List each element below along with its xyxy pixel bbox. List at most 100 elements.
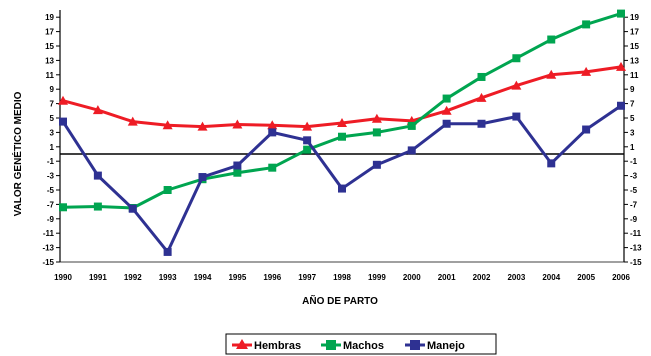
data-point [511, 80, 522, 90]
y-tick-label-left: -1 [47, 157, 55, 166]
y-tick-label-left: -7 [47, 200, 55, 209]
y-tick-label-right: -7 [630, 200, 638, 209]
x-tick-label: 1991 [89, 273, 107, 282]
y-tick-label-left: 9 [50, 85, 55, 94]
series-layer [58, 9, 626, 256]
y-tick-label-left: -5 [47, 186, 55, 195]
x-tick-label: 1993 [159, 273, 177, 282]
series-line [61, 104, 622, 254]
series-manejo [59, 101, 625, 256]
legend-box [225, 333, 497, 355]
data-point [127, 116, 138, 126]
y-tick-label-left: 17 [45, 28, 54, 37]
y-tick-label-right: 19 [630, 13, 639, 22]
x-tick-label: 1996 [263, 273, 281, 282]
data-point [476, 92, 487, 102]
y-tick-label-right: 1 [630, 143, 635, 152]
data-point [303, 145, 312, 154]
data-point [93, 202, 102, 211]
data-point [442, 119, 451, 128]
y-tick-label-left: -15 [42, 258, 54, 267]
x-tick-label: 1995 [228, 273, 246, 282]
legend-item-machos: Machos [321, 340, 384, 352]
y-tick-label-left: -11 [43, 229, 55, 238]
y-tick-label-right: -9 [630, 215, 638, 224]
data-point [582, 20, 591, 29]
y-tick-label-left: 19 [45, 13, 54, 22]
data-point [197, 121, 208, 131]
x-axis-title: AÑO DE PARTO [302, 294, 378, 307]
data-point [233, 161, 242, 170]
data-point [617, 101, 625, 110]
y-tick-label-right: 17 [630, 28, 639, 37]
x-tick-label: 2005 [577, 273, 595, 282]
y-tick-label-right: -3 [630, 172, 638, 181]
y-tick-label-right: -15 [630, 258, 642, 267]
x-tick-label: 2006 [612, 273, 630, 282]
y-axis-title: VALOR GENÉTICO MEDIO [11, 91, 24, 216]
data-point [441, 105, 452, 115]
series-machos [59, 9, 625, 212]
x-tick-label: 2002 [473, 273, 491, 282]
x-tick-label: 1998 [333, 273, 351, 282]
y-tick-label-left: -13 [42, 244, 54, 253]
legend-label: Machos [343, 340, 384, 352]
data-point [163, 247, 172, 256]
y-tick-label-left: 5 [50, 114, 55, 123]
data-point [232, 119, 243, 129]
data-point [268, 163, 277, 172]
y-tick-label-right: 9 [630, 85, 635, 94]
legend-marker [236, 339, 248, 349]
x-tick-label: 2000 [403, 273, 421, 282]
data-point [617, 9, 625, 18]
x-tick-label: 2001 [438, 273, 456, 282]
y-tick-label-left: -9 [47, 215, 55, 224]
y-tick-label-right: 5 [630, 114, 635, 123]
data-point [371, 113, 382, 123]
legend-item-hembras: Hembras [232, 339, 301, 352]
y-tick-label-left: 7 [50, 100, 55, 109]
data-point [442, 94, 451, 103]
data-point [303, 136, 312, 145]
data-point [407, 121, 416, 130]
data-point [512, 54, 521, 63]
legend-label: Manejo [427, 340, 465, 352]
data-point [267, 120, 278, 130]
series-hembras [58, 61, 626, 131]
y-tick-label-right: -11 [630, 229, 642, 238]
y-tick-label-left: 15 [45, 42, 54, 51]
y-tick-label-right: -1 [630, 157, 638, 166]
data-point [372, 128, 381, 137]
data-point [616, 61, 626, 71]
series-line [62, 12, 622, 210]
y-tick-label-left: 1 [50, 143, 55, 152]
legend-item-manejo: Manejo [405, 340, 465, 352]
data-point [233, 168, 242, 177]
y-tick-label-left: 3 [50, 128, 55, 137]
x-tick-label: 1990 [54, 273, 72, 282]
legend-marker [326, 340, 336, 350]
series-line [62, 65, 622, 129]
y-tick-label-left: 13 [45, 56, 54, 65]
y-tick-label-right: 7 [630, 100, 635, 109]
data-point [407, 146, 416, 155]
legend-label: Hembras [254, 340, 301, 352]
data-point [512, 112, 521, 121]
data-point [302, 121, 313, 131]
y-tick-label-right: 11 [630, 71, 639, 80]
y-tick-label-right: 13 [630, 56, 639, 65]
data-point [198, 173, 207, 182]
data-point [59, 203, 67, 212]
data-point [477, 119, 486, 128]
data-point [477, 72, 486, 81]
y-tick-label-right: 15 [630, 42, 639, 51]
legend: Hembras Machos Manejo [225, 333, 497, 355]
data-point [581, 66, 592, 76]
data-point [372, 160, 381, 169]
y-tick-label-left: -3 [47, 172, 55, 181]
data-point [337, 118, 347, 128]
data-point [92, 105, 103, 115]
x-tick-label: 1997 [298, 273, 316, 282]
